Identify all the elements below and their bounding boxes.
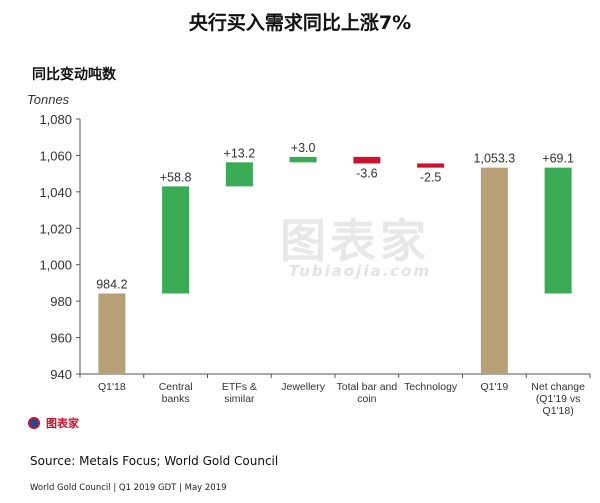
- brand-logo-icon: [28, 417, 40, 429]
- axes-layer: Tonnes 940 960 980 1,000 1,020 1,040 1,060 1,080…: [27, 92, 591, 417]
- y-tick-label: 1,020: [39, 221, 72, 236]
- y-tick-label: 1,000: [39, 258, 72, 273]
- x-category-label-line: Central: [159, 381, 193, 393]
- y-tick-label: 1,040: [39, 185, 72, 200]
- x-category-label-line: Q1'18): [543, 405, 574, 417]
- bar-increase: [289, 156, 317, 163]
- x-category-label-line: Total bar and: [337, 381, 398, 393]
- x-category-label-line: banks: [162, 393, 190, 405]
- x-category-label-line: coin: [357, 393, 376, 405]
- x-category-label-line: Q1'19: [481, 381, 509, 393]
- labels-layer: 984.2 +58.8 +13.2 +3.0 -3.6 -2.5 1,053.3 +69.1: [96, 141, 574, 292]
- bar-increase: [544, 167, 572, 294]
- bar-value-label: +58.8: [160, 170, 192, 184]
- y-tick-label: 1,060: [39, 148, 72, 163]
- x-category-label: Q1'18: [98, 381, 126, 393]
- x-category-label: Central banks: [159, 381, 193, 405]
- bar-value-label: +3.0: [291, 141, 316, 155]
- bar-value-label: -2.5: [420, 171, 442, 185]
- bar-total: [480, 167, 508, 374]
- x-category-label-line: Net change: [531, 381, 585, 393]
- bar-decrease: [353, 156, 381, 164]
- bars-layer: [98, 156, 572, 374]
- y-tick-label: 940: [50, 367, 72, 382]
- x-category-label: Total bar and coin: [337, 381, 398, 405]
- bar-increase: [225, 162, 253, 187]
- y-tick-label: 1,080: [39, 112, 72, 127]
- x-category-label: Technology: [404, 381, 458, 393]
- brand-logo-text: 图表家: [46, 417, 79, 430]
- chart-title: 央行买入需求同比上涨7%: [188, 12, 412, 34]
- y-axis-label: Tonnes: [27, 92, 70, 107]
- bar-total: [98, 293, 126, 374]
- bar-value-label: +69.1: [542, 152, 574, 166]
- bar-increase: [162, 186, 190, 294]
- x-category-label-line: Q1'18: [98, 381, 126, 393]
- bar-value-label: 1,053.3: [474, 152, 516, 166]
- x-category-label-line: Technology: [404, 381, 458, 393]
- source-note: Source: Metals Focus; World Gold Council: [30, 454, 279, 468]
- bar-decrease: [417, 163, 445, 168]
- x-category-label-line: (Q1'19 vs: [536, 393, 581, 405]
- x-category-label-line: Jewellery: [281, 381, 326, 393]
- bar-value-label: +13.2: [224, 146, 256, 160]
- chart-subtitle: 同比变动吨数: [32, 67, 116, 83]
- x-category-label: Jewellery: [281, 381, 326, 393]
- x-category-label: Net change (Q1'19 vs Q1'18): [531, 381, 585, 417]
- bar-value-label: 984.2: [96, 277, 127, 291]
- x-category-label: ETFs & similar: [222, 381, 257, 405]
- y-tick-label: 960: [50, 331, 72, 346]
- x-category-label-line: similar: [224, 393, 255, 405]
- y-tick-label: 980: [50, 294, 72, 309]
- bar-value-label: -3.6: [356, 166, 378, 180]
- footer-note: World Gold Council | Q1 2019 GDT | May 2…: [30, 483, 227, 493]
- x-category-label: Q1'19: [481, 381, 509, 393]
- x-category-label-line: ETFs &: [222, 381, 257, 393]
